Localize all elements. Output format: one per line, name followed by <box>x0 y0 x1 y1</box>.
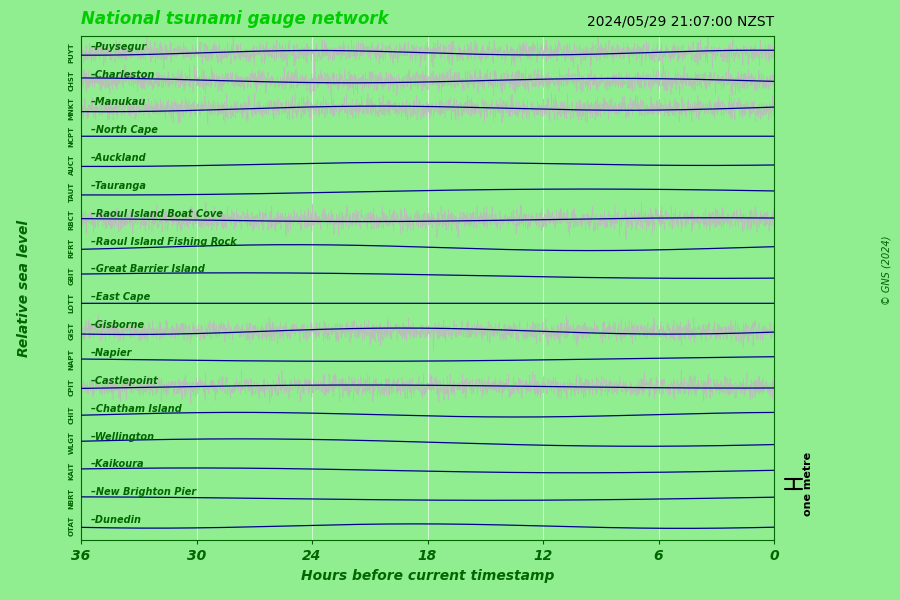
Text: –Tauranga: –Tauranga <box>91 181 147 191</box>
Text: PUYT: PUYT <box>68 43 75 63</box>
Text: –New Brighton Pier: –New Brighton Pier <box>91 487 196 497</box>
Text: CPIT: CPIT <box>68 378 75 396</box>
Text: –Raoul Island Fishing Rock: –Raoul Island Fishing Rock <box>91 236 237 247</box>
Text: –Castlepoint: –Castlepoint <box>91 376 158 386</box>
Text: –Dunedin: –Dunedin <box>91 515 141 525</box>
Text: National tsunami gauge network: National tsunami gauge network <box>81 10 389 28</box>
Text: –East Cape: –East Cape <box>91 292 150 302</box>
Text: NCPT: NCPT <box>68 125 75 147</box>
Text: NAPT: NAPT <box>68 349 75 370</box>
Text: WLGT: WLGT <box>68 431 75 454</box>
Text: –Charleston: –Charleston <box>91 70 155 80</box>
Text: MNKT: MNKT <box>68 97 75 120</box>
Text: –Wellington: –Wellington <box>91 431 155 442</box>
Text: AUCT: AUCT <box>68 154 75 175</box>
Text: –Gisborne: –Gisborne <box>91 320 145 330</box>
Text: KAIT: KAIT <box>68 461 75 479</box>
Text: –Chatham Island: –Chatham Island <box>91 404 182 413</box>
Text: –Raoul Island Boat Cove: –Raoul Island Boat Cove <box>91 209 222 219</box>
Text: CHST: CHST <box>68 70 75 91</box>
Text: Relative sea level: Relative sea level <box>17 220 32 356</box>
Text: NBRT: NBRT <box>68 488 75 509</box>
Text: –Auckland: –Auckland <box>91 153 146 163</box>
Text: RBCT: RBCT <box>68 209 75 230</box>
Text: GBIT: GBIT <box>68 266 75 285</box>
X-axis label: Hours before current timestamp: Hours before current timestamp <box>301 569 554 583</box>
Text: one metre: one metre <box>803 452 814 517</box>
Text: 2024/05/29 21:07:00 NZST: 2024/05/29 21:07:00 NZST <box>587 14 774 28</box>
Text: LOTT: LOTT <box>68 293 75 313</box>
Text: GIST: GIST <box>68 322 75 340</box>
Text: © GNS (2024): © GNS (2024) <box>881 235 892 305</box>
Text: TAUT: TAUT <box>68 182 75 202</box>
Text: –North Cape: –North Cape <box>91 125 158 135</box>
Text: –Great Barrier Island: –Great Barrier Island <box>91 265 204 274</box>
Text: –Manukau: –Manukau <box>91 97 146 107</box>
Text: –Kaikoura: –Kaikoura <box>91 460 144 469</box>
Text: –Puysegur: –Puysegur <box>91 42 147 52</box>
Text: CHIT: CHIT <box>68 406 75 424</box>
Text: –Napier: –Napier <box>91 348 132 358</box>
Text: OTAT: OTAT <box>68 516 75 536</box>
Text: RFRT: RFRT <box>68 238 75 257</box>
